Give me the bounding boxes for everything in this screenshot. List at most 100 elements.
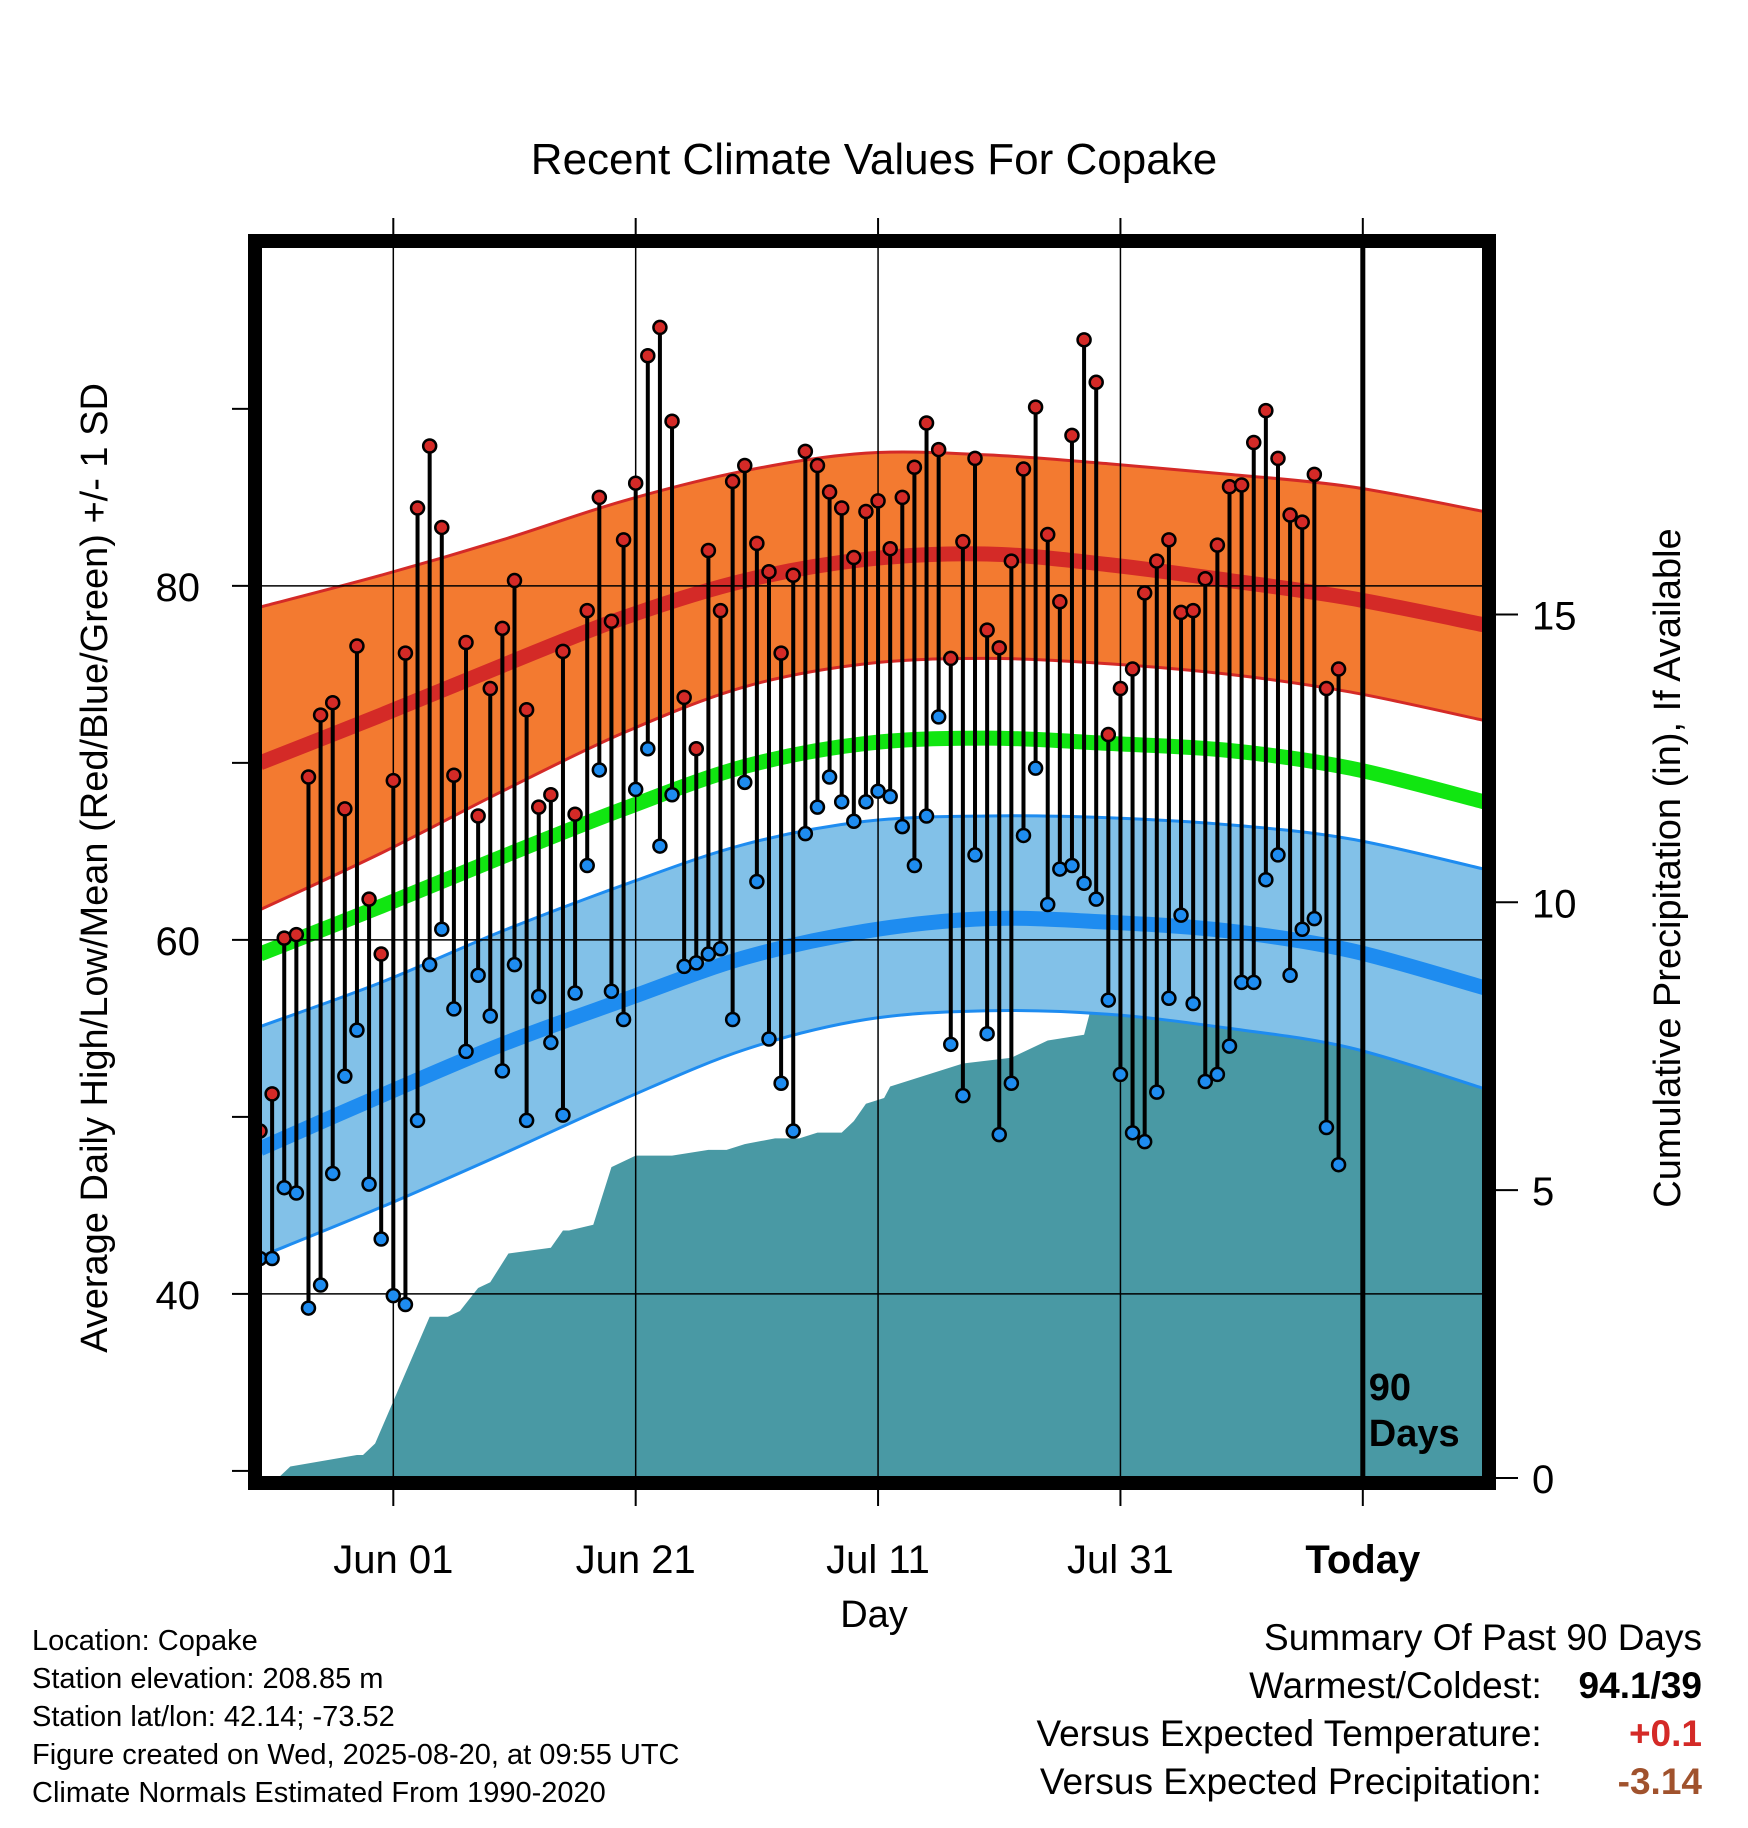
- daily-high-point: [300, 769, 317, 785]
- daily-high-point: [737, 457, 753, 474]
- daily-low-point: [1003, 1075, 1020, 1092]
- daily-low-point: [846, 813, 862, 830]
- daily-low-point: [955, 1087, 971, 1104]
- daily-high-point: [749, 535, 765, 552]
- daily-high-point: [858, 503, 874, 520]
- daily-low-point: [943, 1036, 959, 1053]
- precip-anomaly-value: -3.14: [1617, 1761, 1702, 1802]
- daily-high-point: [603, 613, 620, 630]
- daily-low-point: [724, 1011, 741, 1028]
- daily-low-point: [1185, 995, 1201, 1012]
- daily-high-point: [918, 415, 935, 431]
- daily-high-point: [264, 1086, 280, 1102]
- daily-low-point: [1344, 0, 1357, 7]
- daily-high-point: [688, 740, 705, 757]
- daily-high-point: [1197, 571, 1214, 587]
- daily-low-point: [821, 769, 838, 785]
- daily-high-point: [700, 542, 717, 559]
- daily-low-point: [1112, 1066, 1129, 1083]
- summary-title: Summary Of Past 90 Days: [1264, 1617, 1702, 1658]
- daily-high-point: [979, 622, 995, 638]
- summary-temp-row: Versus Expected Temperature: +0.1: [1036, 1710, 1702, 1758]
- daily-high-point: [397, 645, 414, 661]
- daily-high-point: [337, 801, 353, 817]
- daily-high-point: [1270, 450, 1286, 467]
- daily-low-point: [712, 940, 729, 957]
- daily-high-point: [1136, 585, 1153, 601]
- daily-high-point: [373, 946, 389, 962]
- daily-low-point: [506, 956, 523, 973]
- daily-low-point: [567, 985, 583, 1001]
- daily-low-point: [397, 1296, 414, 1313]
- daily-high-point: [1112, 680, 1129, 697]
- daily-low-point: [773, 1075, 789, 1092]
- daily-low-point: [1173, 907, 1189, 923]
- daily-high-point: [591, 489, 608, 506]
- daily-low-point: [518, 1112, 535, 1129]
- daily-high-point: [494, 620, 511, 637]
- daily-high-point: [349, 638, 365, 654]
- warmest-value: 94.1: [1578, 1665, 1651, 1706]
- warmest-coldest-value: 94.1/39: [1552, 1662, 1702, 1710]
- value-separator: /: [1650, 1665, 1661, 1706]
- daily-low-point: [652, 838, 668, 854]
- daily-high-point: [1282, 507, 1298, 523]
- daily-low-point: [1209, 1066, 1226, 1083]
- daily-high-point: [1015, 461, 1032, 477]
- daily-low-point: [809, 799, 826, 815]
- daily-high-point: [640, 347, 656, 364]
- daily-low-point: [858, 794, 874, 810]
- daily-high-point: [955, 533, 971, 550]
- daily-high-point: [882, 540, 898, 557]
- daily-high-point: [627, 475, 644, 491]
- y-axis-title: Average Daily High/Low/Mean (Red/Blue/Gr…: [74, 383, 116, 1353]
- daily-high-point: [676, 689, 692, 706]
- daily-high-point: [894, 489, 911, 506]
- x-axis-title: Day: [840, 1594, 908, 1636]
- daily-high-point: [543, 786, 559, 803]
- daily-low-point: [337, 1068, 353, 1084]
- daily-low-point: [785, 1123, 801, 1139]
- daily-high-point: [506, 572, 523, 589]
- plot-frame: [248, 234, 1496, 1490]
- daily-high-point: [1039, 526, 1056, 543]
- daily-low-point: [1258, 871, 1274, 888]
- x-tick-label: Today: [1305, 1538, 1421, 1582]
- daily-low-point: [1282, 967, 1298, 984]
- daily-high-point: [409, 500, 426, 516]
- daily-low-point: [1306, 910, 1323, 927]
- x-tick-label: Jun 01: [333, 1538, 453, 1582]
- daily-high-point: [385, 772, 402, 789]
- daily-high-point: [1344, 0, 1357, 7]
- daily-low-point: [1330, 1156, 1347, 1173]
- daily-high-point: [470, 808, 486, 824]
- daily-high-point: [1330, 661, 1347, 677]
- daily-high-point: [1088, 374, 1104, 391]
- daily-high-point: [579, 602, 595, 619]
- temp-anomaly-label: Versus Expected Temperature:: [1036, 1713, 1542, 1754]
- daily-high-point: [833, 500, 850, 516]
- daily-high-point: [518, 702, 535, 718]
- daily-high-point: [1221, 478, 1238, 495]
- daily-high-point: [446, 767, 462, 784]
- daily-low-point: [1318, 1119, 1335, 1136]
- daily-low-point: [991, 1126, 1007, 1143]
- chart-title: Recent Climate Values For Copake: [531, 135, 1217, 184]
- daily-low-point: [1064, 857, 1080, 874]
- daily-low-point: [882, 788, 898, 805]
- daily-high-point: [361, 891, 377, 907]
- daily-high-point: [324, 694, 341, 711]
- daily-high-point: [421, 438, 438, 454]
- latlon-text: Station lat/lon: 42.14; -73.52: [32, 1701, 395, 1733]
- daily-high-point: [967, 450, 983, 467]
- daily-high-point: [567, 806, 583, 822]
- daily-high-point: [1124, 661, 1141, 677]
- y-tick-label: 80: [156, 566, 201, 610]
- low-mean-line: [260, 910, 1484, 1156]
- daily-low-point: [1197, 1073, 1214, 1090]
- daily-high-point: [1318, 680, 1335, 697]
- daily-low-point: [688, 955, 705, 971]
